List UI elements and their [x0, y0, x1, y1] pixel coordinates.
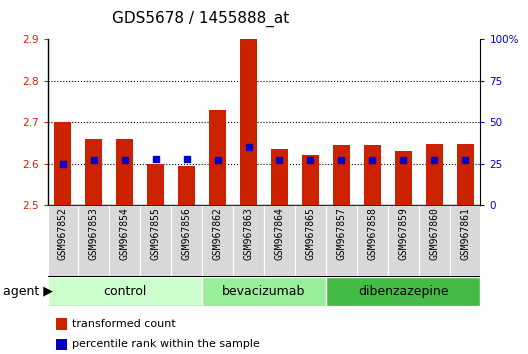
Point — [368, 158, 376, 163]
FancyBboxPatch shape — [48, 205, 79, 276]
Bar — [394, 151, 412, 205]
Text: percentile rank within the sample: percentile rank within the sample — [72, 339, 260, 349]
Text: GSM967863: GSM967863 — [243, 207, 253, 260]
FancyBboxPatch shape — [202, 277, 326, 306]
FancyBboxPatch shape — [449, 205, 480, 276]
FancyBboxPatch shape — [233, 205, 264, 276]
Bar — [116, 139, 134, 205]
Point — [244, 144, 253, 150]
Text: GSM967854: GSM967854 — [120, 207, 130, 260]
FancyBboxPatch shape — [264, 205, 295, 276]
Text: GSM967862: GSM967862 — [213, 207, 223, 260]
Point — [120, 158, 129, 163]
FancyBboxPatch shape — [295, 205, 326, 276]
Point — [152, 156, 160, 161]
Text: GSM967856: GSM967856 — [182, 207, 192, 260]
Text: GSM967857: GSM967857 — [336, 207, 346, 260]
Point — [337, 158, 345, 163]
Point — [90, 158, 98, 163]
FancyBboxPatch shape — [109, 205, 140, 276]
Text: GDS5678 / 1455888_at: GDS5678 / 1455888_at — [112, 11, 289, 27]
FancyBboxPatch shape — [357, 205, 388, 276]
Point — [399, 158, 408, 163]
Text: GSM967852: GSM967852 — [58, 207, 68, 260]
Text: GSM967861: GSM967861 — [460, 207, 470, 260]
Bar — [302, 155, 319, 205]
Bar — [364, 145, 381, 205]
Bar — [240, 39, 257, 205]
FancyBboxPatch shape — [419, 205, 449, 276]
Bar — [56, 338, 67, 350]
Bar — [457, 144, 474, 205]
FancyBboxPatch shape — [202, 205, 233, 276]
FancyBboxPatch shape — [388, 205, 419, 276]
FancyBboxPatch shape — [326, 205, 357, 276]
Point — [306, 158, 315, 163]
FancyBboxPatch shape — [79, 205, 109, 276]
Point — [183, 156, 191, 161]
Text: transformed count: transformed count — [72, 319, 176, 329]
Bar — [86, 139, 102, 205]
Text: bevacizumab: bevacizumab — [222, 285, 306, 298]
FancyBboxPatch shape — [326, 277, 480, 306]
Bar — [271, 149, 288, 205]
Bar — [147, 164, 164, 205]
Bar — [54, 122, 71, 205]
FancyBboxPatch shape — [48, 277, 202, 306]
Text: GSM967864: GSM967864 — [275, 207, 285, 260]
Text: GSM967853: GSM967853 — [89, 207, 99, 260]
Point — [461, 158, 469, 163]
Text: GSM967860: GSM967860 — [429, 207, 439, 260]
Text: GSM967858: GSM967858 — [367, 207, 377, 260]
Bar — [426, 144, 442, 205]
Text: agent ▶: agent ▶ — [3, 285, 52, 298]
Bar — [333, 145, 350, 205]
FancyBboxPatch shape — [171, 205, 202, 276]
Text: dibenzazepine: dibenzazepine — [358, 285, 448, 298]
Point — [213, 158, 222, 163]
FancyBboxPatch shape — [140, 205, 171, 276]
Point — [275, 158, 284, 163]
Bar — [56, 318, 67, 330]
Point — [430, 158, 438, 163]
Text: GSM967859: GSM967859 — [398, 207, 408, 260]
Text: GSM967855: GSM967855 — [151, 207, 161, 260]
Bar — [209, 110, 226, 205]
Text: control: control — [103, 285, 147, 298]
Text: GSM967865: GSM967865 — [305, 207, 315, 260]
Point — [59, 161, 67, 167]
Bar — [178, 166, 195, 205]
